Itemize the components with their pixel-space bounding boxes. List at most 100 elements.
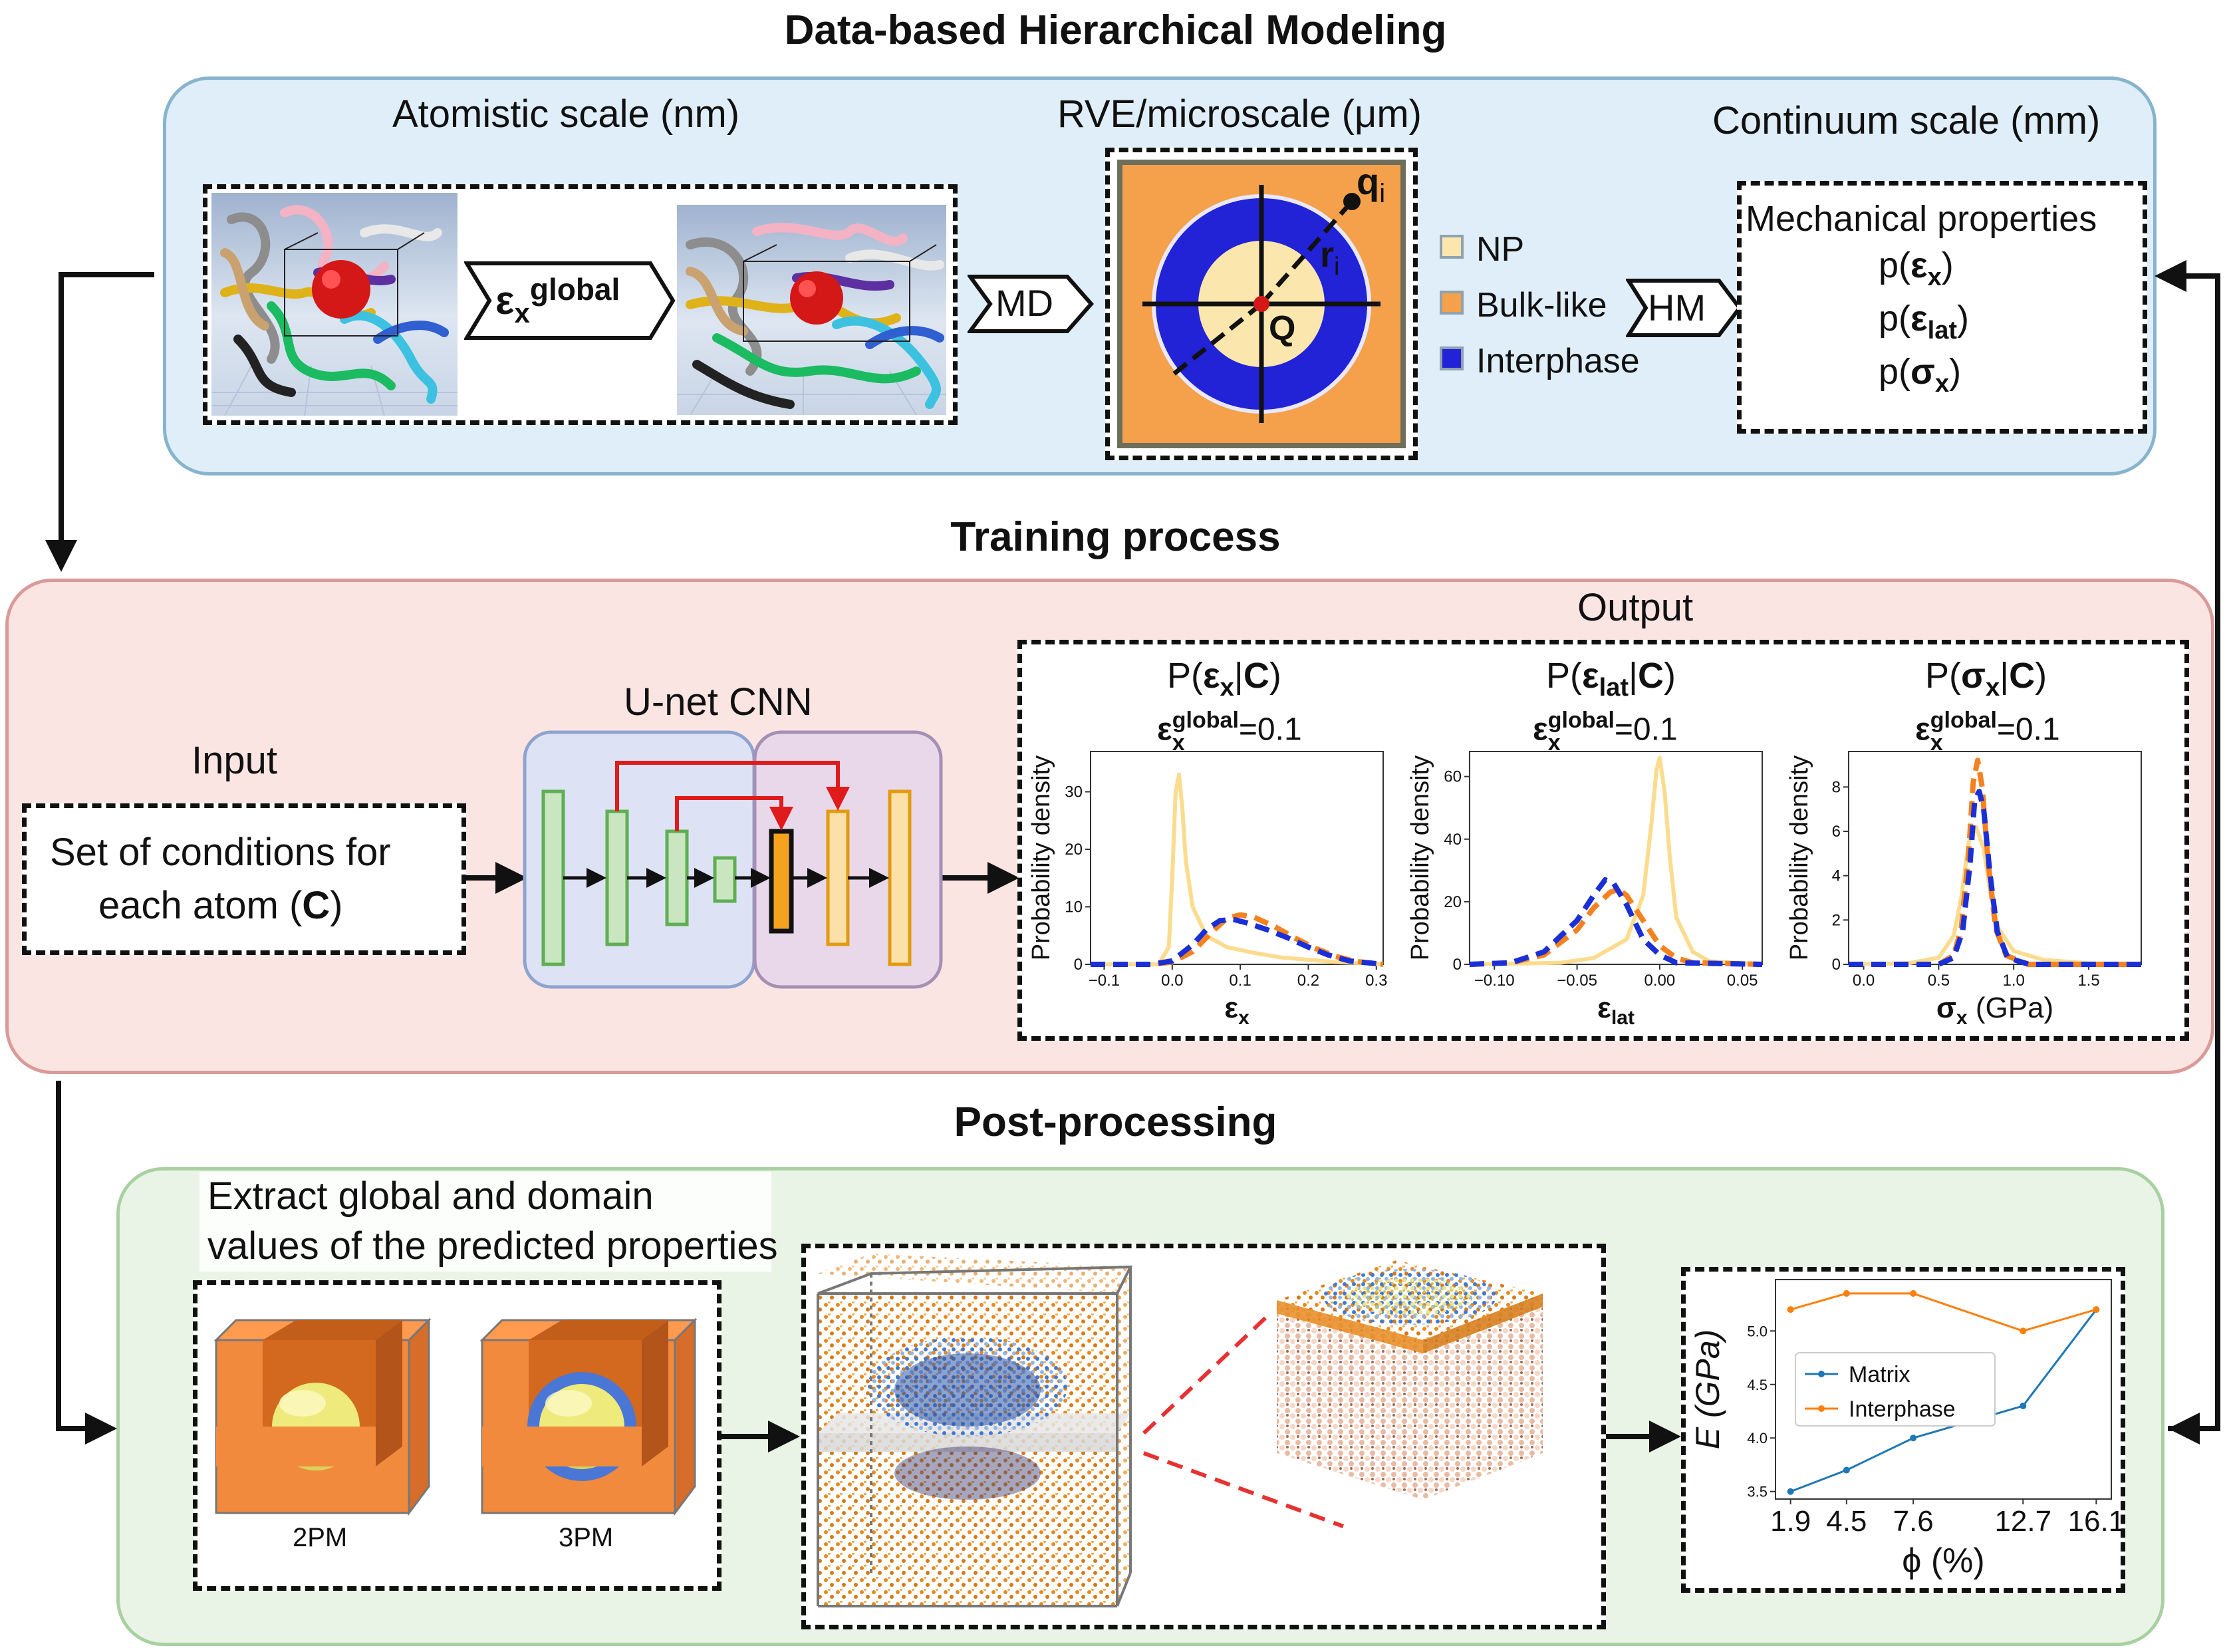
polymer-snapshot-after bbox=[677, 205, 946, 415]
plot-area bbox=[1090, 751, 1384, 965]
y-axis-label: Probability density bbox=[1027, 756, 1055, 960]
input-text-line2: each atom (C) bbox=[98, 884, 343, 927]
modulus-point bbox=[1843, 1466, 1850, 1474]
md-snapshot-visual bbox=[817, 1254, 1543, 1607]
input-box bbox=[22, 803, 466, 955]
y-tick-label: 20 bbox=[1065, 841, 1083, 859]
modulus-point bbox=[1787, 1488, 1794, 1495]
y-tick-label: 4 bbox=[1832, 867, 1841, 885]
y-tick-label: 0 bbox=[1074, 956, 1083, 974]
density-series-3 bbox=[1091, 916, 1384, 967]
density-series-1 bbox=[1469, 756, 1763, 966]
y-tick-label: 4.0 bbox=[1747, 1430, 1768, 1446]
training-title: Training process bbox=[950, 514, 1281, 560]
modulus-point bbox=[1910, 1435, 1917, 1442]
chart3-title: P(σx|C) bbox=[1925, 656, 2047, 702]
y-axis-label: Probability density bbox=[1785, 756, 1813, 960]
rve-scale-label: RVE/microscale (μm) bbox=[1057, 92, 1422, 136]
md-arrow bbox=[968, 275, 1094, 333]
legend-marker bbox=[1818, 1405, 1825, 1412]
legend-label: Interphase bbox=[1849, 1397, 1956, 1422]
density-series-3 bbox=[1469, 877, 1763, 967]
x-tick-label: 4.5 bbox=[1826, 1505, 1867, 1538]
y-tick-label: 3.5 bbox=[1747, 1484, 1768, 1500]
y-axis-label: Probability density bbox=[1406, 756, 1434, 960]
x-tick-label: 0.05 bbox=[1727, 972, 1758, 990]
model-2pm-cube bbox=[213, 1317, 432, 1516]
x-tick-label: −0.10 bbox=[1474, 972, 1515, 990]
hm-arrow bbox=[1626, 279, 1742, 337]
chart2-svg: −0.10 −0.05 0.00 0.05 0 20 40 60 Probability den… bbox=[1406, 751, 1763, 1029]
x-tick-label: 0.5 bbox=[1928, 972, 1950, 990]
rve-label-q: qi bbox=[1357, 160, 1386, 209]
modulus-point bbox=[2020, 1327, 2027, 1335]
y-tick-label: 2 bbox=[1832, 911, 1841, 929]
rve-label-r: ri bbox=[1320, 235, 1340, 281]
x-tick-label: 0.1 bbox=[1229, 972, 1251, 990]
mechanical-properties-title: Mechanical properties bbox=[1746, 199, 2097, 239]
unet-diagram bbox=[523, 730, 943, 989]
rve-label-center: Q bbox=[1269, 309, 1296, 348]
mech-prop-stress-x: p(σx) bbox=[1879, 352, 1962, 398]
x-tick-label: 1.9 bbox=[1770, 1505, 1811, 1538]
legend-label: Matrix bbox=[1849, 1362, 1910, 1387]
modulus-point bbox=[1843, 1290, 1850, 1297]
legend-swatch-interphase bbox=[1440, 346, 1464, 370]
y-tick-label: 10 bbox=[1065, 898, 1083, 916]
density-series-3 bbox=[1849, 789, 2141, 967]
input-label: Input bbox=[192, 739, 277, 782]
hm-arrow-label: HM bbox=[1648, 287, 1706, 329]
legend-marker bbox=[1818, 1371, 1825, 1377]
density-series-1 bbox=[1091, 772, 1384, 966]
y-tick-label: 0 bbox=[1453, 956, 1462, 974]
md-arrow-label: MD bbox=[995, 282, 1054, 324]
modulus-point bbox=[2093, 1306, 2100, 1313]
x-tick-label: 0.0 bbox=[1853, 972, 1875, 990]
mechanical-properties-box bbox=[1737, 181, 2147, 434]
y-tick-label: 5.0 bbox=[1747, 1323, 1768, 1339]
legend-label-np: NP bbox=[1476, 230, 1525, 269]
x-axis-label: ϕ (%) bbox=[1902, 1542, 1984, 1580]
continuum-scale-label: Continuum scale (mm) bbox=[1712, 99, 2101, 142]
x-tick-label: 0.0 bbox=[1161, 972, 1183, 990]
mech-prop-strain-x: p(εx) bbox=[1879, 245, 1954, 291]
x-axis-label: εlat bbox=[1597, 992, 1635, 1029]
x-tick-label: 1.0 bbox=[2003, 972, 2025, 990]
mech-prop-strain-lat: p(εlat) bbox=[1879, 299, 1969, 344]
output-label: Output bbox=[1577, 586, 1694, 629]
chart2-subtitle: ε global x =0.1 bbox=[1533, 708, 1678, 756]
y-axis-label: E (GPa) bbox=[1689, 1329, 1726, 1450]
chart1-title: P(εx|C) bbox=[1167, 656, 1281, 702]
strain-arrow-label: εxglobal bbox=[495, 272, 620, 329]
modulus-chart-svg: 1.9 4.5 7.6 12.7 16.1 3.5 4.0 4.5 5.0 Matrix Inter… bbox=[1689, 1279, 2121, 1580]
modulus-point bbox=[1787, 1306, 1794, 1313]
main-title: Data-based Hierarchical Modeling bbox=[784, 7, 1447, 53]
legend-box bbox=[1795, 1352, 1996, 1427]
rve-diagram bbox=[1117, 160, 1406, 448]
x-tick-label: 0.3 bbox=[1365, 972, 1387, 990]
atomistic-scale-label: Atomistic scale (nm) bbox=[392, 92, 740, 136]
legend-label-bulk: Bulk-like bbox=[1476, 286, 1607, 325]
model-3pm-cube bbox=[479, 1317, 698, 1516]
polymer-snapshot-before bbox=[211, 193, 458, 416]
x-tick-label: 16.1 bbox=[2068, 1505, 2121, 1538]
plot-area bbox=[1469, 751, 1763, 965]
y-tick-label: 40 bbox=[1444, 831, 1462, 849]
x-tick-label: −0.1 bbox=[1089, 972, 1120, 990]
extract-label-line2: values of the predicted properties bbox=[207, 1224, 778, 1268]
x-axis-label: σx (GPa) bbox=[1936, 992, 2053, 1029]
model-3pm-label: 3PM bbox=[559, 1523, 614, 1552]
legend-label-interphase: Interphase bbox=[1476, 342, 1640, 380]
modulus-point bbox=[2020, 1402, 2027, 1409]
y-tick-label: 60 bbox=[1444, 768, 1462, 786]
chart3-svg: 0.0 0.5 1.0 1.5 0 2 4 6 8 Probability density σx (… bbox=[1785, 751, 2142, 1029]
unet-label: U-net CNN bbox=[624, 680, 813, 724]
input-text-line1: Set of conditions for bbox=[50, 831, 391, 874]
x-tick-label: 0.2 bbox=[1297, 972, 1319, 990]
chart1-svg: −0.1 0.0 0.1 0.2 0.3 0 10 20 30 Probability densi… bbox=[1027, 751, 1387, 1029]
post-title: Post-processing bbox=[954, 1099, 1277, 1145]
y-tick-label: 20 bbox=[1444, 893, 1462, 911]
modulus-point bbox=[1910, 1290, 1917, 1297]
chart3-subtitle: ε global x =0.1 bbox=[1915, 708, 2060, 756]
y-tick-label: 4.5 bbox=[1747, 1377, 1768, 1393]
